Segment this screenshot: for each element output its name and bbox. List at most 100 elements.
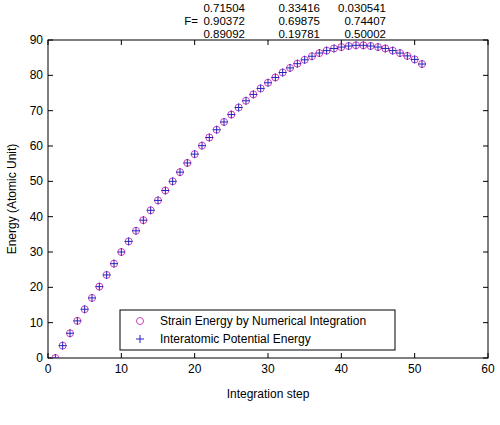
matrix-entry: 0.50002 — [344, 28, 386, 40]
y-tick-label: 20 — [30, 280, 44, 294]
matrix-label: F= — [184, 15, 198, 27]
point — [337, 43, 345, 51]
point — [73, 317, 81, 325]
point — [154, 196, 162, 204]
point — [132, 227, 140, 235]
y-tick — [48, 216, 53, 217]
point — [220, 118, 228, 126]
x-tick — [48, 40, 49, 45]
point — [389, 47, 396, 54]
y-tick — [48, 181, 53, 182]
point — [162, 187, 169, 194]
legend-box — [120, 310, 395, 350]
x-tick — [48, 353, 49, 358]
point — [199, 142, 206, 149]
point — [316, 50, 323, 57]
y-tick — [483, 110, 488, 111]
legend-label: Strain Energy by Numerical Integration — [160, 314, 366, 328]
point — [117, 248, 125, 256]
point — [74, 317, 81, 324]
point — [161, 187, 169, 195]
point — [221, 118, 228, 125]
point — [279, 69, 286, 76]
x-tick-label: 60 — [481, 362, 495, 376]
point — [397, 50, 404, 57]
point — [345, 43, 352, 50]
point — [293, 60, 301, 68]
point — [323, 47, 330, 54]
point — [66, 329, 74, 337]
point — [139, 216, 147, 224]
matrix-entry: 0.71504 — [203, 2, 245, 14]
point — [183, 159, 191, 167]
y-tick — [48, 110, 53, 111]
x-tick — [194, 40, 195, 45]
point — [242, 97, 250, 105]
point — [287, 64, 294, 71]
legend-marker — [136, 335, 144, 343]
y-tick-label: 90 — [30, 33, 44, 47]
x-tick-label: 0 — [45, 362, 52, 376]
point — [249, 90, 257, 98]
y-tick-label: 50 — [30, 174, 44, 188]
point — [308, 52, 316, 60]
y-tick — [483, 252, 488, 253]
point — [103, 271, 111, 279]
point — [352, 41, 360, 49]
point — [375, 44, 382, 51]
point — [191, 151, 198, 158]
x-tick-label: 10 — [115, 362, 129, 376]
point — [118, 249, 125, 256]
x-tick — [341, 353, 342, 358]
point — [382, 45, 389, 52]
point — [95, 283, 103, 291]
points — [51, 41, 426, 358]
x-tick-label: 30 — [261, 362, 275, 376]
y-tick — [48, 322, 53, 323]
x-tick — [414, 40, 415, 45]
point — [301, 56, 309, 64]
point — [330, 44, 338, 52]
point — [227, 111, 235, 119]
point — [140, 217, 147, 224]
point — [404, 52, 411, 59]
point — [257, 85, 264, 92]
point — [213, 126, 221, 134]
point — [147, 206, 155, 214]
point — [271, 73, 279, 81]
y-tick — [483, 75, 488, 76]
x-tick — [121, 353, 122, 358]
point — [411, 55, 419, 63]
point — [257, 84, 265, 92]
point — [279, 69, 287, 77]
point — [338, 44, 345, 51]
y-tick — [483, 322, 488, 323]
y-tick — [48, 252, 53, 253]
point — [176, 168, 184, 176]
point — [235, 104, 242, 111]
point — [315, 49, 323, 57]
x-tick-label: 50 — [408, 362, 422, 376]
matrix-entry: 0.030541 — [338, 2, 386, 14]
point — [125, 238, 132, 245]
point — [389, 47, 397, 55]
legend-marker — [137, 318, 144, 325]
y-tick-label: 80 — [30, 68, 44, 82]
point — [228, 111, 235, 118]
point — [294, 60, 301, 67]
y-tick — [48, 287, 53, 288]
x-tick — [121, 40, 122, 45]
x-tick — [488, 40, 489, 45]
y-tick — [483, 216, 488, 217]
point — [88, 294, 96, 302]
point — [243, 97, 250, 104]
point — [418, 60, 426, 68]
point — [265, 79, 272, 86]
point — [177, 169, 184, 176]
point — [419, 61, 426, 68]
y-axis-label: Energy (Atomic Unit) — [5, 144, 19, 255]
matrix-entry: 0.74407 — [344, 15, 386, 27]
point — [111, 260, 118, 267]
y-tick — [483, 40, 488, 41]
plot-frame — [48, 40, 488, 358]
